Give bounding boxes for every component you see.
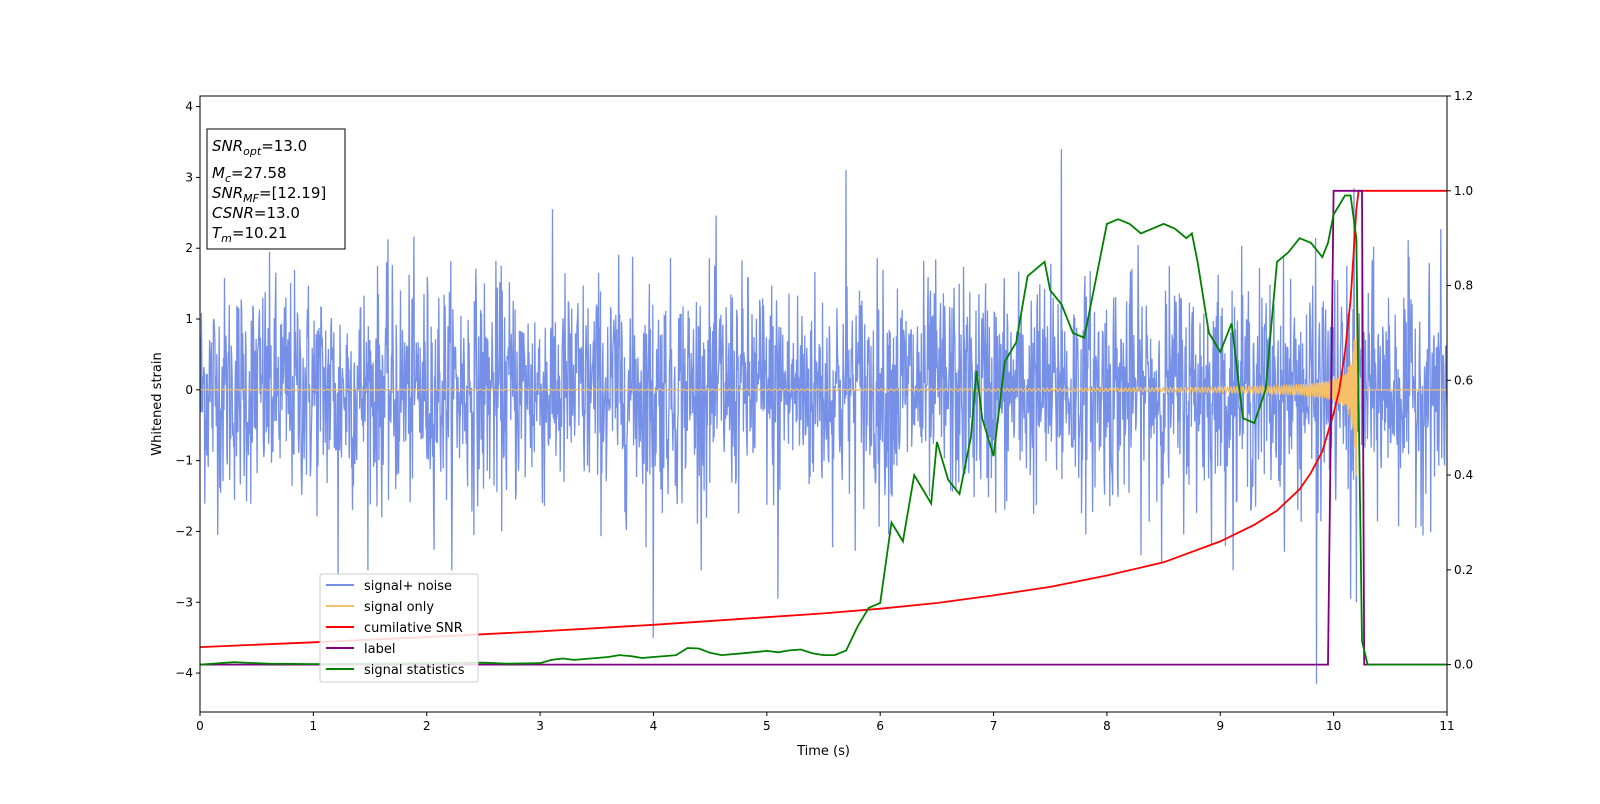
y-axis-right: 0.0 0.2 0.4 0.6 0.8 1.0 1.2 (1447, 89, 1473, 672)
series-cumulative-snr (200, 189, 1447, 648)
x-tick-label: 6 (876, 719, 884, 733)
y-left-tick-label: 2 (185, 241, 193, 255)
y-right-tick-label: 1.0 (1454, 184, 1473, 198)
svg-text:SNRopt=13.0: SNRopt=13.0 (212, 137, 307, 158)
x-tick-label: 1 (310, 719, 318, 733)
annotation-tm: =10.21 (232, 224, 288, 242)
y-left-tick-label: −2 (175, 524, 193, 538)
legend-label-label: label (364, 642, 395, 657)
annotation-csnr-label: CSNR (212, 204, 254, 222)
svg-text:Tm=10.21: Tm=10.21 (212, 224, 287, 245)
legend-label-noise: signal+ noise (364, 579, 452, 594)
y-right-tick-label: 0.4 (1454, 468, 1473, 482)
x-axis: 0 1 2 3 4 5 6 7 8 9 10 11 (196, 712, 1455, 733)
x-tick-label: 8 (1103, 719, 1111, 733)
y-left-tick-label: −3 (175, 595, 193, 609)
x-tick-label: 2 (423, 719, 431, 733)
y-right-tick-label: 0.2 (1454, 563, 1473, 577)
y-left-tick-label: −4 (175, 666, 193, 680)
y-right-tick-label: 1.2 (1454, 89, 1473, 103)
svg-text:Mc=27.58: Mc=27.58 (212, 164, 287, 185)
legend-label-signal: signal only (364, 600, 434, 615)
axes-frame (199, 95, 1448, 713)
y-right-tick-label: 0.0 (1454, 658, 1473, 672)
y-axis-label: Whitened strain (150, 352, 165, 455)
y-left-tick-label: 3 (185, 170, 193, 184)
annotation-mc: =27.58 (231, 164, 287, 182)
series-signal-plus-noise (200, 149, 1447, 684)
y-left-tick-label: 0 (185, 383, 193, 397)
x-tick-label: 10 (1326, 719, 1341, 733)
x-tick-label: 4 (650, 719, 658, 733)
x-tick-label: 9 (1216, 719, 1224, 733)
x-tick-label: 7 (990, 719, 998, 733)
y-left-tick-label: 1 (185, 312, 193, 326)
y-right-tick-label: 0.8 (1454, 279, 1473, 293)
y-left-tick-label: −1 (175, 454, 193, 468)
svg-text:SNRMF=[12.19]: SNRMF=[12.19] (212, 184, 326, 205)
x-tick-label: 0 (196, 719, 204, 733)
y-right-tick-label: 0.6 (1454, 373, 1473, 387)
svg-text:CSNR=13.0: CSNR=13.0 (212, 204, 300, 222)
x-tick-label: 11 (1439, 719, 1454, 733)
plot-area (200, 149, 1447, 684)
y-axis-left: −4 −3 −2 −1 0 1 2 3 4 (175, 100, 200, 680)
annotation-snr-mf: =[12.19] (259, 184, 326, 202)
x-tick-label: 3 (536, 719, 544, 733)
x-axis-label: Time (s) (796, 744, 850, 759)
legend: signal+ noise signal only cumilative SNR… (319, 573, 479, 683)
annotation-csnr: =13.0 (254, 204, 300, 222)
series-signal-statistics (200, 194, 1447, 666)
x-tick-label: 5 (763, 719, 771, 733)
annotation-box: SNRopt=13.0 Mc=27.58 SNRMF=[12.19] CSNR=… (206, 128, 346, 250)
y-left-tick-label: 4 (185, 100, 193, 114)
legend-label-snr: cumilative SNR (364, 621, 463, 636)
legend-label-stat: signal statistics (364, 663, 465, 678)
annotation-snr-opt: =13.0 (261, 137, 307, 155)
